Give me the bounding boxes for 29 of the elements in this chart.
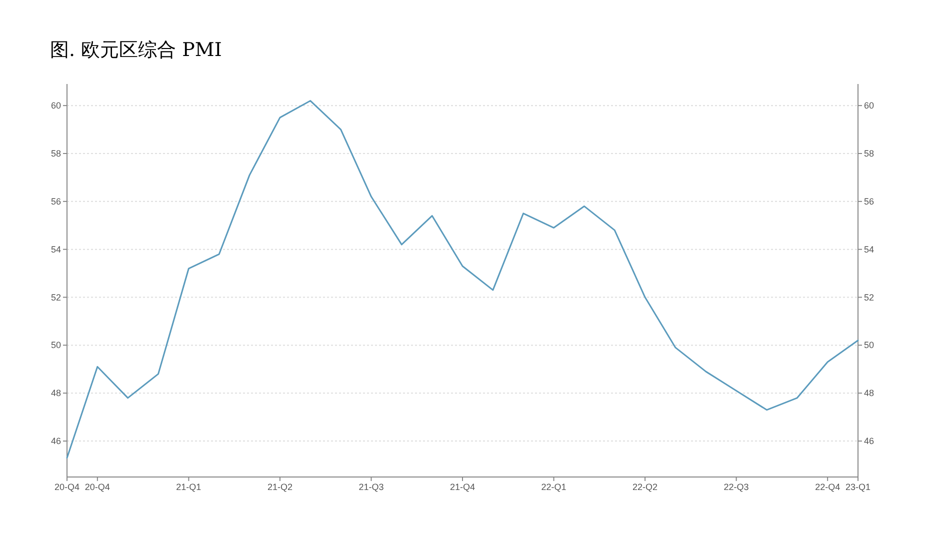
y2-tick-label: 50	[864, 340, 874, 350]
y-tick-label: 48	[50, 388, 61, 398]
x-tick-label: 22-Q4	[815, 482, 840, 492]
x-tick-label: 22-Q2	[632, 482, 658, 492]
y2-tick-label: 56	[864, 196, 874, 206]
y2-tick-label: 52	[864, 292, 874, 302]
x-tick-label: 21-Q1	[176, 482, 202, 492]
y2-tick-label: 46	[864, 436, 874, 446]
x-tick-label: 21-Q2	[267, 482, 292, 492]
y2-tick-label: 60	[864, 100, 874, 111]
y2-tick-label: 54	[864, 244, 874, 254]
x-tick-label: 23-Q1	[845, 482, 871, 492]
y2-tick-label: 58	[864, 148, 874, 158]
y-tick-label: 56	[50, 196, 61, 206]
y-tick-label: 46	[50, 436, 61, 446]
line-series	[66, 100, 859, 459]
y-tick-label: 58	[50, 148, 61, 158]
chart-title: 图. 欧元区综合 PMI	[50, 39, 222, 61]
y-tick-label: 52	[50, 292, 61, 302]
y-tick-label: 50	[50, 340, 61, 350]
x-tick-label: 21-Q3	[358, 482, 384, 492]
y-tick-label: 60	[50, 100, 61, 111]
x-tick-label: 21-Q4	[450, 482, 476, 492]
x-tick-label: 22-Q1	[541, 482, 566, 492]
x-tick-label: 20-Q4	[54, 482, 80, 492]
x-tick-label: 22-Q3	[724, 482, 749, 492]
x-tick-label: 20-Q4	[84, 482, 110, 492]
y2-tick-label: 48	[864, 388, 874, 398]
y-tick-label: 54	[50, 244, 61, 254]
